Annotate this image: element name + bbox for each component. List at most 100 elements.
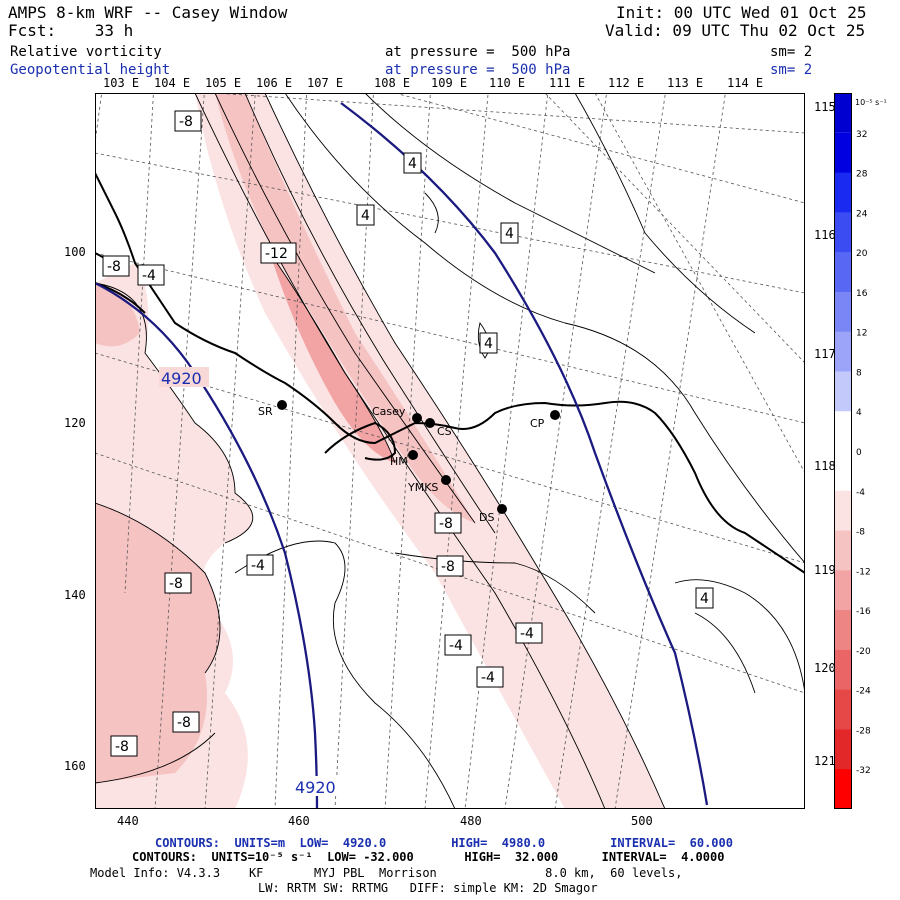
lon-label-top: 104 E xyxy=(154,76,191,90)
footer-vorticity-contours: CONTOURS: UNITS=10⁻⁵ s⁻¹ LOW= -32.000 HI… xyxy=(132,850,725,864)
vorticity-label: -8 xyxy=(179,114,193,130)
station-marker-cp[interactable] xyxy=(550,410,560,420)
lon-label-top: 103 E xyxy=(103,76,140,90)
map-plot: SR Casey CS HM YMKS DS CP 4920 4920 -8 4 4… xyxy=(95,93,805,809)
lon-label-top: 112 E xyxy=(608,76,645,90)
station-label-sr: SR xyxy=(258,405,273,418)
vorticity-label-box xyxy=(356,204,375,226)
colorbar: 32 28 24 20 16 12 8 4 0 -4 -8 -12 -16 -20 -24 -28 -32 10… xyxy=(834,93,887,809)
colorbar-tick-label: -12 xyxy=(856,567,871,577)
vorticity-label: -4 xyxy=(142,268,156,284)
colorbar-tick-label: 8 xyxy=(856,368,862,378)
colorbar-block xyxy=(834,411,852,452)
colorbar-tick-label: 32 xyxy=(856,130,867,140)
colorbar-block xyxy=(834,291,852,333)
station-marker-cs[interactable] xyxy=(425,418,435,428)
colorbar-block xyxy=(834,530,852,571)
station-label-casey: Casey xyxy=(372,405,406,418)
lon-label-top: 111 E xyxy=(549,76,586,90)
station-marker-sr[interactable] xyxy=(277,400,287,410)
lon-label-top: 113 E xyxy=(667,76,704,90)
y-tick-label: 160 xyxy=(64,759,86,773)
vorticity-label: 4 xyxy=(484,336,493,352)
colorbar-tick-label: -4 xyxy=(856,488,865,498)
field1-name: Relative vorticity xyxy=(10,44,162,60)
vorticity-label: -8 xyxy=(439,516,453,532)
colorbar-block xyxy=(834,649,852,691)
vorticity-label: 4 xyxy=(361,208,370,224)
vorticity-label-box xyxy=(174,110,202,132)
station-marker-ds[interactable] xyxy=(497,504,507,514)
colorbar-tick-label: 28 xyxy=(856,170,868,180)
vorticity-label: -4 xyxy=(251,558,265,574)
footer-height-contours: CONTOURS: UNITS=m LOW= 4920.0 HIGH= 4980… xyxy=(155,836,733,850)
vorticity-label: -8 xyxy=(177,715,191,731)
vorticity-area-minus8 xyxy=(215,93,475,523)
vorticity-label: -4 xyxy=(449,638,463,654)
map-title: AMPS 8-km WRF -- Casey Window xyxy=(8,3,288,22)
height-label-bg xyxy=(159,367,209,387)
forecast-hour: Fcst: 33 h xyxy=(8,21,134,40)
init-time: Init: 00 UTC Wed 01 Oct 25 xyxy=(616,3,867,22)
vorticity-label: 4 xyxy=(505,226,514,242)
station-label-hm: HM xyxy=(390,455,408,468)
colorbar-tick-label: 4 xyxy=(856,408,862,418)
station-label-ymks: YMKS xyxy=(407,481,438,494)
station-marker-casey[interactable] xyxy=(412,413,422,423)
x-tick-label: 460 xyxy=(288,814,310,828)
colorbar-block xyxy=(834,252,852,293)
vorticity-label-box xyxy=(434,512,462,534)
vorticity-label-box xyxy=(695,587,714,609)
y-tick-label: 140 xyxy=(64,588,86,602)
station-marker-hm[interactable] xyxy=(408,450,418,460)
colorbar-frame xyxy=(834,93,852,809)
field2-smoothing: sm= 2 xyxy=(770,62,813,78)
vorticity-labels: -8 4 4 4 -12 -8 -4 4 -8 -8 -4 -8 -4 -4 -4 4 -8 -8 xyxy=(102,110,714,757)
lon-label-top: 108 E xyxy=(374,76,411,90)
colorbar-block xyxy=(834,570,852,611)
station-marker-ymks[interactable] xyxy=(441,475,451,485)
colorbar-tick-label: 16 xyxy=(856,289,868,299)
colorbar-block xyxy=(834,212,852,253)
vorticity-label-box xyxy=(479,332,498,354)
station-label-cs: CS xyxy=(437,425,452,438)
field1-level: at pressure = 500 hPa xyxy=(385,44,571,60)
field2-level: at pressure = 500 hPa xyxy=(385,62,571,78)
colorbar-block xyxy=(834,172,852,213)
vorticity-label-box xyxy=(436,555,464,577)
vorticity-label-box xyxy=(500,222,519,244)
vorticity-label-box xyxy=(137,264,165,286)
lon-label-top: 110 E xyxy=(489,76,526,90)
colorbar-block xyxy=(834,490,852,532)
field1-smoothing: sm= 2 xyxy=(770,44,813,60)
height-label: 4920 xyxy=(295,778,336,797)
vorticity-label: -4 xyxy=(520,626,534,642)
vorticity-label: -12 xyxy=(265,246,288,262)
vorticity-label-box xyxy=(515,622,543,644)
height-contours xyxy=(95,102,709,809)
lon-label-top: 107 E xyxy=(307,76,344,90)
colorbar-tick-label: -28 xyxy=(856,726,871,736)
vorticity-label: -8 xyxy=(441,559,455,575)
height-label: 4920 xyxy=(161,369,202,388)
colorbar-tick-label: -16 xyxy=(856,607,871,617)
lon-label-top: 114 E xyxy=(727,76,764,90)
valid-time: Valid: 09 UTC Thu 02 Oct 25 xyxy=(605,21,866,40)
x-tick-label: 500 xyxy=(631,814,653,828)
colorbar-block xyxy=(834,331,852,372)
vorticity-label-box xyxy=(260,242,297,264)
lon-label-top: 109 E xyxy=(431,76,468,90)
map-frame xyxy=(95,93,805,809)
vorticity-label-box xyxy=(246,554,274,576)
vorticity-label: -8 xyxy=(115,739,129,755)
station-label-ds: DS xyxy=(479,511,494,524)
colorbar-block xyxy=(834,451,852,492)
colorbar-tick-label: -24 xyxy=(856,687,871,697)
y-tick-label: 120 xyxy=(64,416,86,430)
vorticity-label-box xyxy=(476,666,504,688)
colorbar-tick-label: 0 xyxy=(856,448,862,458)
y-tick-label: 100 xyxy=(64,245,86,259)
lon-label-top: 105 E xyxy=(205,76,242,90)
colorbar-tick-label: -20 xyxy=(856,647,871,657)
colorbar-unit: 10⁻⁵ s⁻¹ xyxy=(855,98,887,107)
